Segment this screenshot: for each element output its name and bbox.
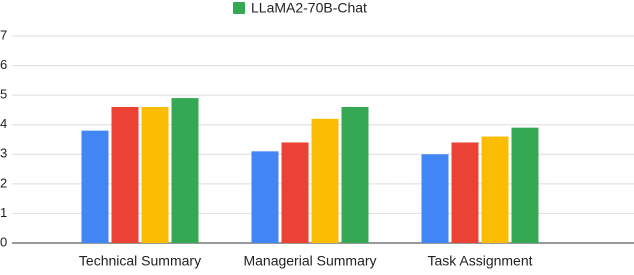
bar bbox=[511, 127, 539, 243]
bar bbox=[421, 154, 449, 243]
y-tick-label: 7 bbox=[0, 27, 7, 42]
y-tick-label: 4 bbox=[0, 116, 7, 131]
bar bbox=[81, 130, 109, 243]
bar bbox=[341, 106, 369, 243]
bar bbox=[111, 106, 139, 243]
y-tick-label: 6 bbox=[0, 57, 7, 72]
bar bbox=[171, 98, 199, 243]
y-tick-label: 0 bbox=[0, 234, 7, 249]
legend-label: LLaMA2-70B-Chat bbox=[251, 0, 367, 16]
y-tick-label: 2 bbox=[0, 175, 7, 190]
x-tick-label: Task Assignment bbox=[427, 253, 532, 269]
x-tick-label: Managerial Summary bbox=[243, 253, 376, 269]
y-tick-label: 1 bbox=[0, 205, 7, 220]
y-tick-label: 3 bbox=[0, 146, 7, 161]
x-tick-label: Technical Summary bbox=[79, 253, 201, 269]
bar bbox=[251, 151, 279, 243]
bar bbox=[481, 136, 509, 243]
legend-swatch bbox=[233, 2, 245, 14]
bar bbox=[451, 142, 479, 243]
bar bbox=[141, 106, 169, 243]
y-tick-label: 5 bbox=[0, 87, 7, 102]
bar bbox=[311, 118, 339, 243]
bar bbox=[281, 142, 309, 243]
